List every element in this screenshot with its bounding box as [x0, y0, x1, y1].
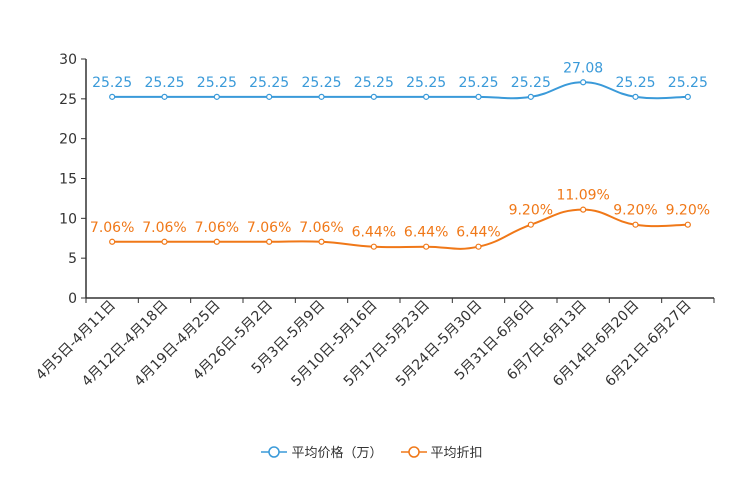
data-point[interactable] [632, 93, 639, 100]
data-point[interactable] [213, 238, 220, 245]
data-point[interactable] [161, 238, 168, 245]
y-tick-label: 10 [59, 211, 77, 227]
data-label: 11.09% [556, 188, 609, 204]
legend-price-label: 平均价格（万） [291, 446, 383, 461]
data-label: 25.25 [511, 75, 551, 91]
data-point[interactable] [266, 93, 273, 100]
data-label: 25.25 [354, 75, 394, 91]
data-point[interactable] [318, 238, 325, 245]
data-label: 27.08 [563, 60, 603, 76]
data-point[interactable] [370, 93, 377, 100]
data-point[interactable] [318, 93, 325, 100]
data-label: 25.25 [301, 75, 341, 91]
series-line-price [112, 81, 688, 100]
y-tick-label: 20 [59, 132, 77, 148]
data-label: 25.25 [458, 75, 498, 91]
y-tick-label: 30 [59, 52, 77, 68]
legend-discount-label: 平均折扣 [430, 446, 483, 461]
data-label: 25.25 [144, 75, 184, 91]
line-chart: 0510152025304月5日-4月11日4月12日-4月18日4月19日-4… [33, 52, 715, 390]
data-point[interactable] [527, 221, 534, 228]
data-point[interactable] [161, 93, 168, 100]
data-point[interactable] [109, 238, 116, 245]
data-point[interactable] [213, 93, 220, 100]
data-point[interactable] [423, 243, 430, 250]
data-label: 25.25 [406, 75, 446, 91]
data-label: 25.25 [249, 75, 289, 91]
data-label: 6.44% [456, 225, 500, 241]
data-point[interactable] [684, 93, 691, 100]
data-label: 7.06% [299, 220, 343, 236]
data-label: 7.06% [247, 220, 291, 236]
data-label: 7.06% [90, 220, 134, 236]
data-point[interactable] [266, 238, 273, 245]
y-tick-label: 5 [68, 251, 77, 267]
legend-item-discount[interactable]: 平均折扣 [400, 442, 483, 461]
legend-item-price[interactable]: 平均价格（万） [261, 442, 383, 461]
legend: 平均价格（万） 平均折扣 [0, 442, 744, 461]
data-point[interactable] [109, 93, 116, 100]
data-label: 6.44% [352, 225, 396, 241]
y-tick-label: 0 [68, 291, 77, 307]
series-line-discount [112, 208, 688, 250]
data-label: 9.20% [613, 203, 657, 219]
data-label: 7.06% [142, 220, 186, 236]
data-point[interactable] [580, 206, 587, 213]
data-point[interactable] [423, 93, 430, 100]
data-label: 25.25 [92, 75, 132, 91]
data-label: 25.25 [668, 75, 708, 91]
data-point[interactable] [684, 221, 691, 228]
data-point[interactable] [580, 79, 587, 86]
data-label: 25.25 [197, 75, 237, 91]
data-label: 9.20% [666, 203, 710, 219]
data-point[interactable] [370, 243, 377, 250]
data-point[interactable] [475, 243, 482, 250]
legend-price-marker-icon [261, 445, 288, 458]
legend-discount-marker-icon [400, 445, 427, 458]
data-label: 9.20% [509, 203, 553, 219]
data-label: 7.06% [195, 220, 239, 236]
data-label: 25.25 [615, 75, 655, 91]
data-label: 6.44% [404, 225, 448, 241]
data-point[interactable] [475, 93, 482, 100]
y-tick-label: 15 [59, 172, 77, 188]
y-tick-label: 25 [59, 92, 77, 108]
data-point[interactable] [632, 221, 639, 228]
data-point[interactable] [527, 93, 534, 100]
